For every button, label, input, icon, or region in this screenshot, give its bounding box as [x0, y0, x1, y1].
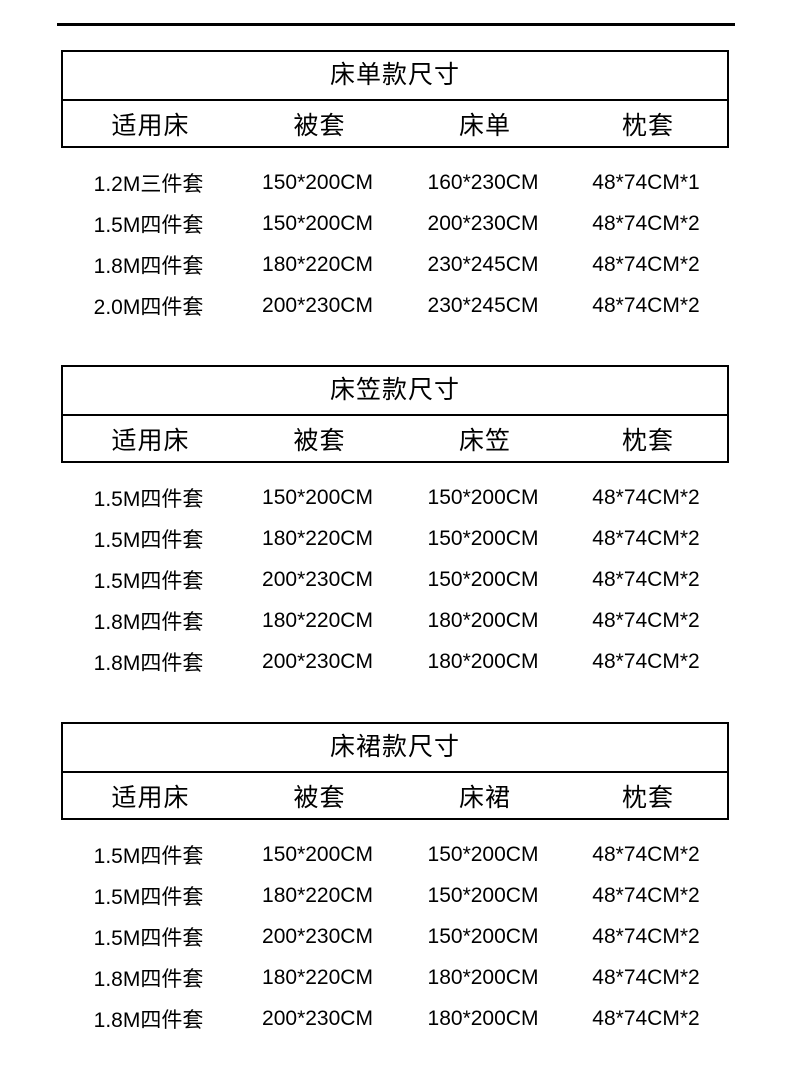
cell-pillowcase: 48*74CM*2: [592, 649, 700, 673]
column-header-duvet-cover: 被套: [293, 426, 346, 455]
column-header-pillowcase: 枕套: [621, 783, 674, 812]
column-header-duvet-cover: 被套: [293, 783, 346, 812]
cell-bed-sheet: 230*245CM: [427, 252, 539, 276]
cell-pillowcase: 48*74CM*2: [592, 211, 700, 235]
cell-bed-size: 1.8M四件套: [93, 1008, 204, 1032]
cell-duvet-cover: 180*220CM: [262, 883, 373, 907]
cell-fitted-sheet: 150*200CM: [427, 567, 539, 591]
cell-duvet-cover: 150*200CM: [262, 842, 373, 866]
table-row: 1.5M四件套 150*200CM 150*200CM 48*74CM*2: [61, 834, 729, 875]
cell-bed-size: 1.5M四件套: [93, 213, 204, 237]
table-row: 1.8M四件套 180*220CM 230*245CM 48*74CM*2: [61, 244, 729, 285]
table-body: 1.5M四件套 150*200CM 150*200CM 48*74CM*2 1.…: [61, 820, 729, 1039]
cell-bed-size: 1.5M四件套: [93, 569, 204, 593]
table-row: 1.8M四件套 180*220CM 180*200CM 48*74CM*2: [61, 600, 729, 641]
cell-bed-skirt: 150*200CM: [427, 883, 539, 907]
size-table-bed-skirt: 床裙款尺寸 适用床 被套 床裙 枕套 1.5M四件套 150*200CM 150…: [61, 722, 729, 1039]
cell-fitted-sheet: 150*200CM: [427, 485, 539, 509]
cell-duvet-cover: 200*230CM: [262, 1006, 373, 1030]
table-title: 床单款尺寸: [63, 52, 727, 101]
cell-fitted-sheet: 180*200CM: [427, 649, 539, 673]
top-divider-rule: [57, 23, 735, 26]
column-header-bed-skirt: 床裙: [458, 783, 511, 812]
table-row: 1.2M三件套 150*200CM 160*230CM 48*74CM*1: [61, 162, 729, 203]
cell-bed-size: 1.2M三件套: [93, 172, 204, 196]
cell-pillowcase: 48*74CM*2: [592, 293, 700, 317]
table-header-box: 床笠款尺寸 适用床 被套 床笠 枕套: [61, 365, 729, 463]
table-body: 1.5M四件套 150*200CM 150*200CM 48*74CM*2 1.…: [61, 463, 729, 682]
cell-bed-sheet: 230*245CM: [427, 293, 539, 317]
column-header-pillowcase: 枕套: [621, 426, 674, 455]
cell-bed-size: 1.5M四件套: [93, 926, 204, 950]
cell-pillowcase: 48*74CM*1: [592, 170, 700, 194]
table-row: 1.5M四件套 150*200CM 150*200CM 48*74CM*2: [61, 477, 729, 518]
cell-duvet-cover: 180*220CM: [262, 608, 373, 632]
cell-bed-skirt: 150*200CM: [427, 842, 539, 866]
cell-bed-skirt: 180*200CM: [427, 965, 539, 989]
cell-bed-sheet: 200*230CM: [427, 211, 539, 235]
cell-fitted-sheet: 150*200CM: [427, 526, 539, 550]
cell-bed-sheet: 160*230CM: [427, 170, 539, 194]
column-header-bed-size: 适用床: [111, 111, 190, 140]
table-row: 2.0M四件套 200*230CM 230*245CM 48*74CM*2: [61, 285, 729, 326]
table-body: 1.2M三件套 150*200CM 160*230CM 48*74CM*1 1.…: [61, 148, 729, 326]
size-table-fitted-sheet: 床笠款尺寸 适用床 被套 床笠 枕套 1.5M四件套 150*200CM 150…: [61, 365, 729, 682]
column-header-bed-sheet: 床单: [458, 111, 511, 140]
table-column-header-row: 适用床 被套 床笠 枕套: [63, 416, 727, 461]
cell-duvet-cover: 150*200CM: [262, 170, 373, 194]
cell-duvet-cover: 200*230CM: [262, 293, 373, 317]
cell-duvet-cover: 180*220CM: [262, 252, 373, 276]
cell-bed-size: 1.8M四件套: [93, 610, 204, 634]
cell-bed-size: 2.0M四件套: [93, 295, 204, 319]
cell-duvet-cover: 150*200CM: [262, 211, 373, 235]
table-row: 1.5M四件套 200*230CM 150*200CM 48*74CM*2: [61, 559, 729, 600]
cell-bed-size: 1.8M四件套: [93, 651, 204, 675]
cell-pillowcase: 48*74CM*2: [592, 842, 700, 866]
cell-pillowcase: 48*74CM*2: [592, 965, 700, 989]
cell-duvet-cover: 200*230CM: [262, 924, 373, 948]
column-header-bed-size: 适用床: [111, 426, 190, 455]
cell-duvet-cover: 200*230CM: [262, 649, 373, 673]
table-row: 1.8M四件套 180*220CM 180*200CM 48*74CM*2: [61, 957, 729, 998]
cell-pillowcase: 48*74CM*2: [592, 924, 700, 948]
column-header-fitted-sheet: 床笠: [458, 426, 511, 455]
table-row: 1.5M四件套 200*230CM 150*200CM 48*74CM*2: [61, 916, 729, 957]
cell-pillowcase: 48*74CM*2: [592, 1006, 700, 1030]
table-header-box: 床裙款尺寸 适用床 被套 床裙 枕套: [61, 722, 729, 820]
cell-bed-size: 1.5M四件套: [93, 844, 204, 868]
table-header-box: 床单款尺寸 适用床 被套 床单 枕套: [61, 50, 729, 148]
column-header-duvet-cover: 被套: [293, 111, 346, 140]
cell-duvet-cover: 180*220CM: [262, 965, 373, 989]
cell-pillowcase: 48*74CM*2: [592, 526, 700, 550]
table-title: 床笠款尺寸: [63, 367, 727, 416]
table-column-header-row: 适用床 被套 床单 枕套: [63, 101, 727, 146]
cell-duvet-cover: 180*220CM: [262, 526, 373, 550]
cell-bed-size: 1.5M四件套: [93, 487, 204, 511]
cell-fitted-sheet: 180*200CM: [427, 608, 539, 632]
table-column-header-row: 适用床 被套 床裙 枕套: [63, 773, 727, 818]
cell-pillowcase: 48*74CM*2: [592, 567, 700, 591]
table-row: 1.5M四件套 180*220CM 150*200CM 48*74CM*2: [61, 518, 729, 559]
cell-duvet-cover: 200*230CM: [262, 567, 373, 591]
table-row: 1.8M四件套 200*230CM 180*200CM 48*74CM*2: [61, 641, 729, 682]
column-header-bed-size: 适用床: [111, 783, 190, 812]
cell-pillowcase: 48*74CM*2: [592, 608, 700, 632]
cell-bed-skirt: 150*200CM: [427, 924, 539, 948]
table-title: 床裙款尺寸: [63, 724, 727, 773]
cell-pillowcase: 48*74CM*2: [592, 485, 700, 509]
column-header-pillowcase: 枕套: [621, 111, 674, 140]
cell-bed-size: 1.5M四件套: [93, 528, 204, 552]
cell-bed-skirt: 180*200CM: [427, 1006, 539, 1030]
table-row: 1.8M四件套 200*230CM 180*200CM 48*74CM*2: [61, 998, 729, 1039]
table-row: 1.5M四件套 150*200CM 200*230CM 48*74CM*2: [61, 203, 729, 244]
table-row: 1.5M四件套 180*220CM 150*200CM 48*74CM*2: [61, 875, 729, 916]
cell-bed-size: 1.8M四件套: [93, 254, 204, 278]
cell-pillowcase: 48*74CM*2: [592, 252, 700, 276]
cell-bed-size: 1.8M四件套: [93, 967, 204, 991]
cell-pillowcase: 48*74CM*2: [592, 883, 700, 907]
cell-bed-size: 1.5M四件套: [93, 885, 204, 909]
size-table-bed-sheet: 床单款尺寸 适用床 被套 床单 枕套 1.2M三件套 150*200CM 160…: [61, 50, 729, 326]
cell-duvet-cover: 150*200CM: [262, 485, 373, 509]
